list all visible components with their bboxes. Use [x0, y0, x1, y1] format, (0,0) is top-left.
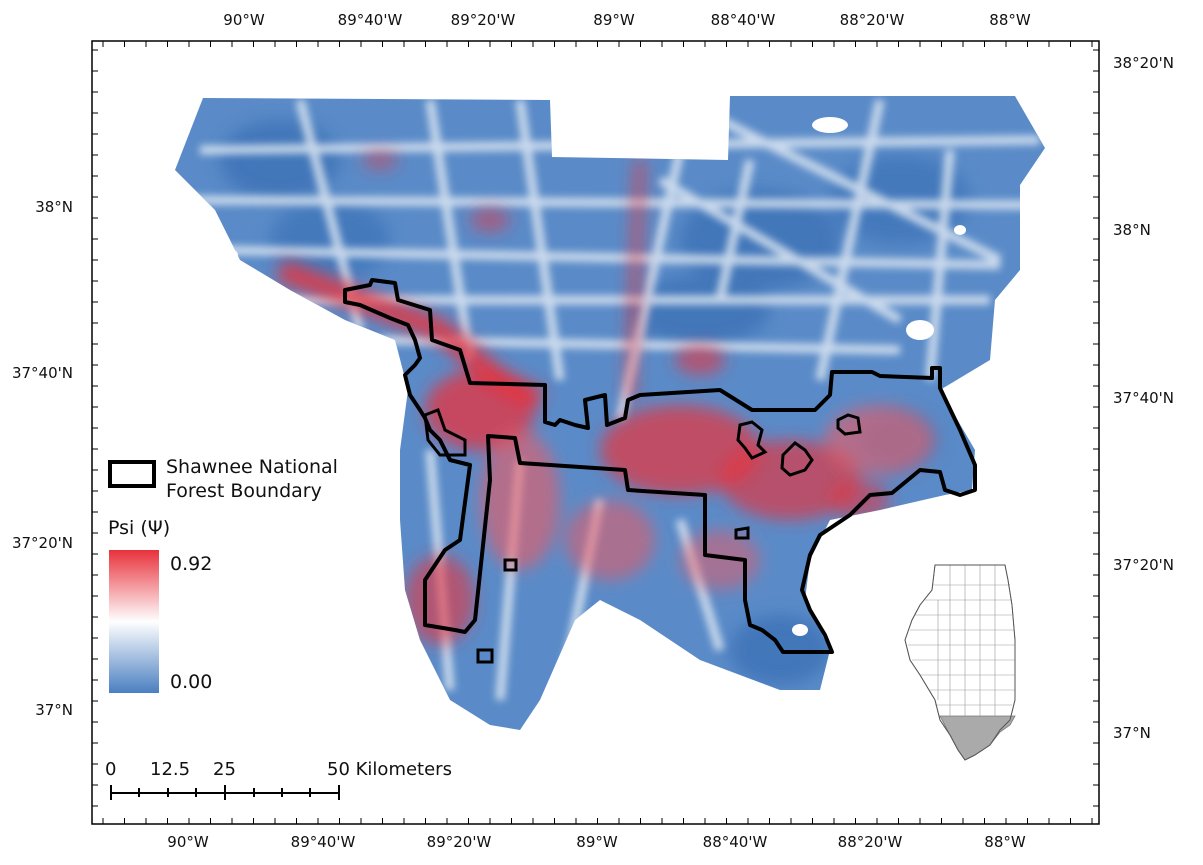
- lon-label-top: 88°20'W: [839, 11, 905, 29]
- forest-boundary: [343, 278, 977, 654]
- lat-label-right: 37°N: [1113, 724, 1151, 742]
- forest-boundary-inholding: [780, 441, 814, 477]
- legend-psi-colorbar: [109, 550, 159, 693]
- lon-label-bottom: 89°W: [576, 833, 618, 851]
- legend-psi-title: Psi (Ψ): [108, 517, 171, 539]
- lon-label-top: 89°40'W: [337, 11, 403, 29]
- forest-boundary-inholding: [736, 420, 768, 460]
- lon-label-top: 90°W: [223, 11, 265, 29]
- forest-boundary-inholding: [503, 558, 518, 572]
- scale-label-50: 50 Kilometers: [327, 759, 452, 780]
- legend-boundary-label: Shawnee National Forest Boundary: [166, 455, 338, 503]
- legend-boundary-line1: Shawnee National: [166, 456, 338, 478]
- lon-label-bottom: 89°40'W: [290, 833, 356, 851]
- forest-boundary-inholding: [836, 413, 862, 436]
- legend-boundary-line2: Forest Boundary: [166, 480, 322, 502]
- forest-boundary-inholding: [476, 648, 494, 664]
- legend-boundary-symbol: [108, 460, 156, 488]
- lat-label-left: 37°20'N: [11, 534, 73, 552]
- lon-label-bottom: 88°W: [984, 833, 1026, 851]
- lat-label-right: 37°40'N: [1113, 389, 1175, 407]
- lat-label-left: 37°40'N: [11, 364, 73, 382]
- lon-label-bottom: 89°20'W: [426, 833, 492, 851]
- frame-ticks: [92, 41, 1099, 824]
- lon-label-top: 89°W: [593, 11, 635, 29]
- scale-label-12-5: 12.5: [150, 759, 191, 780]
- lat-label-right: 38°20'N: [1113, 54, 1175, 72]
- legend-psi-max: 0.92: [170, 553, 213, 575]
- lat-label-right: 37°20'N: [1113, 556, 1175, 574]
- scale-label-0: 0: [105, 759, 117, 780]
- lon-label-top: 89°20'W: [450, 11, 516, 29]
- scale-bar: [110, 785, 340, 800]
- lat-label-right: 38°N: [1113, 221, 1151, 239]
- lon-label-bottom: 88°40'W: [702, 833, 768, 851]
- forest-boundary-inholding: [734, 526, 750, 540]
- lat-label-left: 38°N: [35, 198, 73, 216]
- scale-label-25: 25: [213, 759, 236, 780]
- lon-label-top: 88°40'W: [710, 11, 776, 29]
- lat-label-left: 37°N: [35, 701, 73, 719]
- lon-label-bottom: 90°W: [167, 833, 209, 851]
- forest-boundary-inholding: [423, 408, 467, 457]
- legend-psi-min: 0.00: [170, 671, 213, 693]
- lon-label-top: 88°W: [989, 11, 1031, 29]
- lon-label-bottom: 88°20'W: [837, 833, 903, 851]
- illinois-inset-map: [904, 564, 1016, 761]
